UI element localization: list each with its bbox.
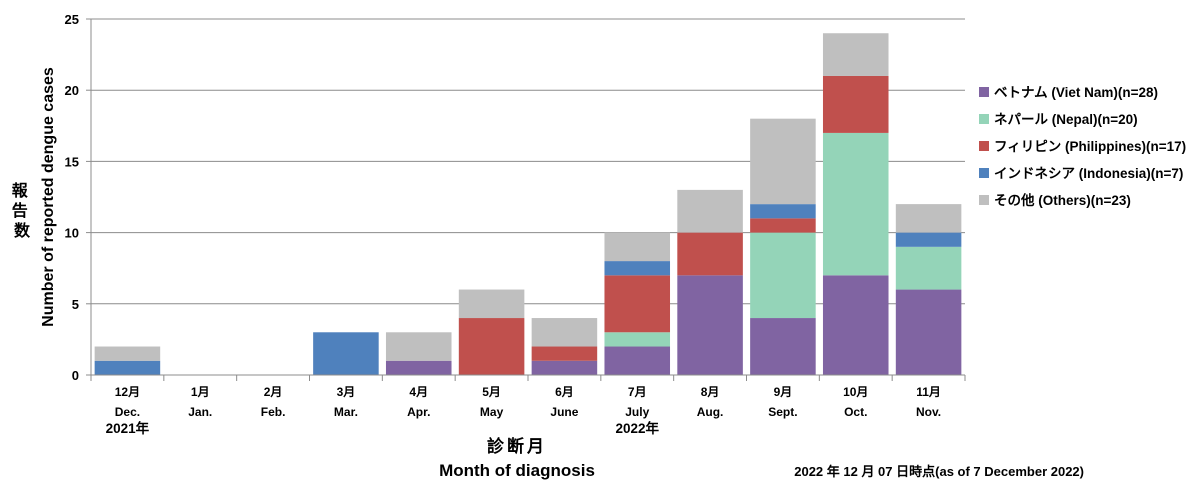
x-tick-label-month: 11月 [916,385,941,399]
legend-entry: ネパール (Nepal)(n=20) [994,112,1138,127]
bar-segment [822,75,889,133]
x-axis-label-ja: 診断月 [487,436,547,456]
x-tick-label-month: 10月 [843,385,868,399]
bar-segment [750,232,816,319]
bar-segment [604,346,671,375]
bar-segment [94,360,161,375]
x-tick-label-month: 6月 [555,385,574,399]
x-tick-label-month: 7月 [628,385,647,399]
y-tick-labels: 0 5 10 15 20 25 [65,12,79,383]
x-axis-label-en: Month of diagnosis [439,461,595,480]
bar-segment [458,289,525,319]
axes [90,19,966,381]
bar-segment [604,261,671,276]
bar-segment [604,332,671,347]
x-tick-label-month: 9月 [774,385,793,399]
legend-swatch [979,168,989,178]
y-tick-label: 25 [65,12,79,27]
gridlines [86,18,965,376]
bar-segment [822,33,889,76]
bar-segment [750,118,816,205]
y-tick-label: 0 [72,368,79,383]
x-tick-label-month: 4月 [409,385,428,399]
legend-entry: その他 (Others)(n=23) [994,192,1131,208]
legend-swatch [979,114,989,124]
bar-segment [895,232,962,247]
y-axis-label-ja-char-3: 数 [14,221,31,240]
x-tick-label-en: Dec. [115,405,140,419]
bar-segment [895,289,962,375]
bar-segment [313,332,379,375]
bar-segment [531,318,598,347]
x-tick-label-month: 12月 [115,385,140,399]
bar-segment [677,275,743,375]
bar-segment [604,275,671,333]
bar-segment [458,318,525,375]
y-axis-label-ja: 報 告 数 [12,182,32,240]
as-of-note: 2022 年 12 月 07 日時点(as of 7 December 2022… [794,464,1084,479]
y-axis-label-ja-char-2: 告 [12,201,28,220]
x-tick-label-en: Aug. [697,405,724,419]
x-tick-label-en: July [625,405,649,419]
x-year-label: 2021年 [106,420,150,436]
x-tick-label-en: June [550,405,578,419]
bar-segment [750,318,816,375]
x-tick-label-en: May [480,405,504,419]
bar-segment [385,360,452,375]
bar-segment [385,332,452,361]
bar-segment [750,218,816,233]
x-tick-label-en: Apr. [407,405,430,419]
x-tick-label-en: Mar. [334,405,358,419]
x-tick-label-month: 5月 [482,385,501,399]
bar-segment [895,246,962,290]
x-tick-label-en: Nov. [916,405,941,419]
bars [94,33,962,375]
y-tick-label: 20 [65,83,79,98]
x-tick-label-en: Jan. [188,405,212,419]
legend-swatch [979,87,989,97]
x-tick-label-en: Oct. [844,405,867,419]
bar-segment [531,346,598,361]
x-tick-label-month: 3月 [337,385,356,399]
x-tick-label-month: 2月 [264,385,283,399]
bar-segment [604,232,671,262]
bar-segment [750,204,816,219]
legend-entry: ベトナム (Viet Nam)(n=28) [994,85,1158,100]
legend-swatch [979,141,989,151]
bar-segment [895,204,962,233]
legend-entry: インドネシア (Indonesia)(n=7) [994,166,1183,181]
x-year-label: 2022年 [615,420,659,436]
x-tick-labels: 12月 Dec. 1月 Jan. 2月 Feb. 3月 Mar. 4月 Apr. 5月 May 6月 Ju… [106,385,942,436]
x-tick-label-month: 1月 [191,385,210,399]
y-tick-label: 15 [65,154,79,169]
x-tick-label-en: Sept. [768,405,797,419]
y-axis-label-en: Number of reported dengue cases [40,67,57,327]
bar-segment [822,275,889,375]
y-tick-label: 5 [72,297,79,312]
y-axis-label-ja-char-1: 報 [12,182,29,200]
legend-swatch [979,195,989,205]
legend-entry: フィリピン (Philippines)(n=17) [994,139,1186,154]
legend: ベトナム (Viet Nam)(n=28) ネパール (Nepal)(n=20) フ… [979,85,1186,208]
y-tick-label: 10 [65,226,79,241]
bar-segment [94,346,161,361]
x-tick-label-month: 8月 [701,385,720,399]
bar-segment [677,232,743,276]
bar-segment [822,132,889,276]
bar-segment [531,360,598,375]
x-tick-label-en: Feb. [261,405,286,419]
bar-segment [677,189,743,233]
